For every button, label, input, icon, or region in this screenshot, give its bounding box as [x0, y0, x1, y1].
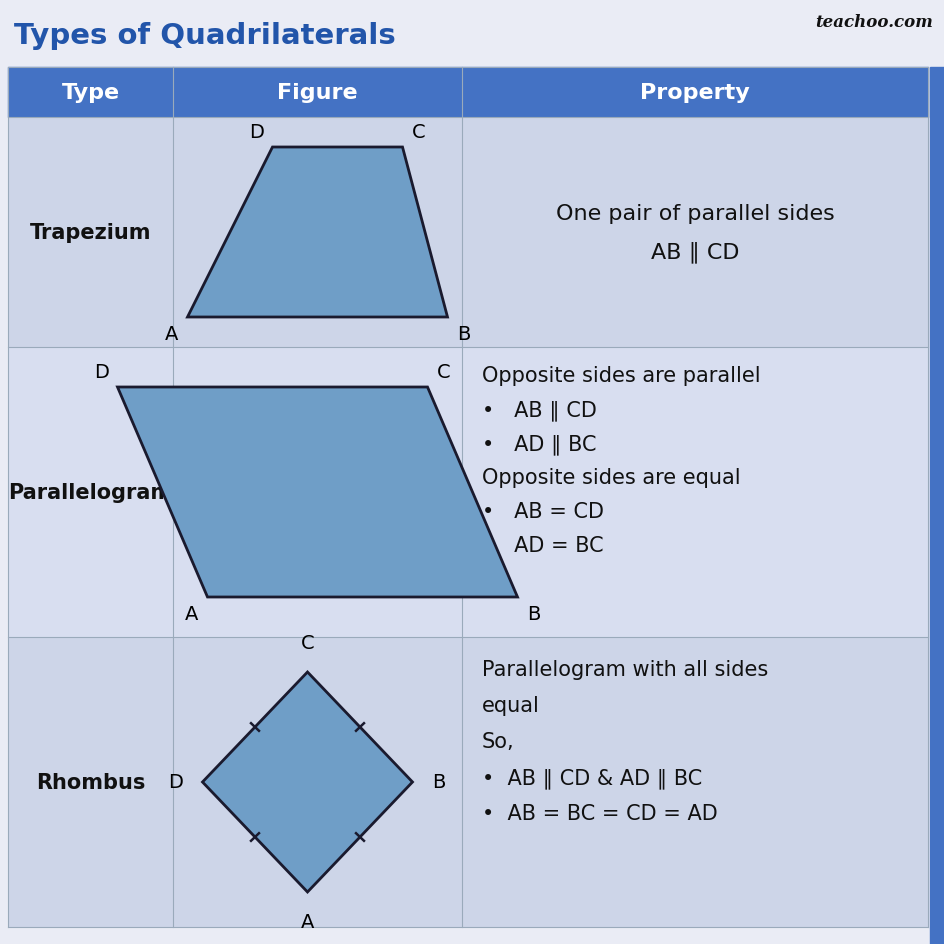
Bar: [0, 0, 944, 68]
Polygon shape: [202, 672, 413, 892]
Bar: [462, 68, 927, 118]
Polygon shape: [117, 388, 517, 598]
Text: Opposite sides are equal: Opposite sides are equal: [481, 467, 740, 487]
Bar: [462, 118, 927, 347]
Text: Parallelogram: Parallelogram: [8, 482, 173, 502]
Text: Property: Property: [639, 83, 750, 103]
Text: B: B: [456, 324, 470, 343]
Bar: [173, 347, 462, 637]
Text: Rhombus: Rhombus: [36, 772, 145, 792]
Text: A: A: [300, 912, 313, 931]
Text: •  AB = BC = CD = AD: • AB = BC = CD = AD: [481, 803, 717, 823]
Bar: [173, 118, 462, 347]
Text: •   AD = BC: • AD = BC: [481, 535, 603, 555]
Bar: [929, 68, 944, 944]
Text: •   AD ∥ BC: • AD ∥ BC: [481, 433, 596, 454]
Bar: [173, 68, 462, 118]
Text: C: C: [436, 362, 450, 381]
Bar: [8, 118, 173, 347]
Text: Trapezium: Trapezium: [29, 223, 151, 243]
Text: So,: So,: [481, 732, 514, 751]
Polygon shape: [187, 148, 447, 318]
Bar: [8, 637, 173, 927]
Text: D: D: [249, 123, 263, 142]
Text: One pair of parallel sides: One pair of parallel sides: [555, 204, 834, 224]
Bar: [462, 637, 927, 927]
Text: •  AB ∥ CD & AD ∥ BC: • AB ∥ CD & AD ∥ BC: [481, 767, 701, 788]
Text: •   AB = CD: • AB = CD: [481, 501, 603, 521]
Text: Parallelogram with all sides: Parallelogram with all sides: [481, 659, 767, 680]
Text: A: A: [164, 324, 178, 343]
Text: A: A: [185, 604, 198, 623]
Text: B: B: [432, 773, 446, 792]
Bar: [8, 347, 173, 637]
Text: Types of Quadrilaterals: Types of Quadrilaterals: [14, 22, 396, 50]
Text: Type: Type: [61, 83, 120, 103]
Text: Opposite sides are parallel: Opposite sides are parallel: [481, 365, 760, 385]
Text: D: D: [167, 773, 182, 792]
Text: •   AB ∥ CD: • AB ∥ CD: [481, 399, 597, 420]
Text: C: C: [412, 123, 425, 142]
Text: Figure: Figure: [277, 83, 358, 103]
Text: C: C: [300, 633, 314, 652]
Text: B: B: [526, 604, 540, 623]
Text: AB ∥ CD: AB ∥ CD: [650, 241, 738, 262]
Text: D: D: [94, 362, 109, 381]
Text: equal: equal: [481, 696, 539, 716]
Bar: [462, 347, 927, 637]
Bar: [173, 637, 462, 927]
Bar: [8, 68, 173, 118]
Text: teachoo.com: teachoo.com: [815, 14, 932, 31]
